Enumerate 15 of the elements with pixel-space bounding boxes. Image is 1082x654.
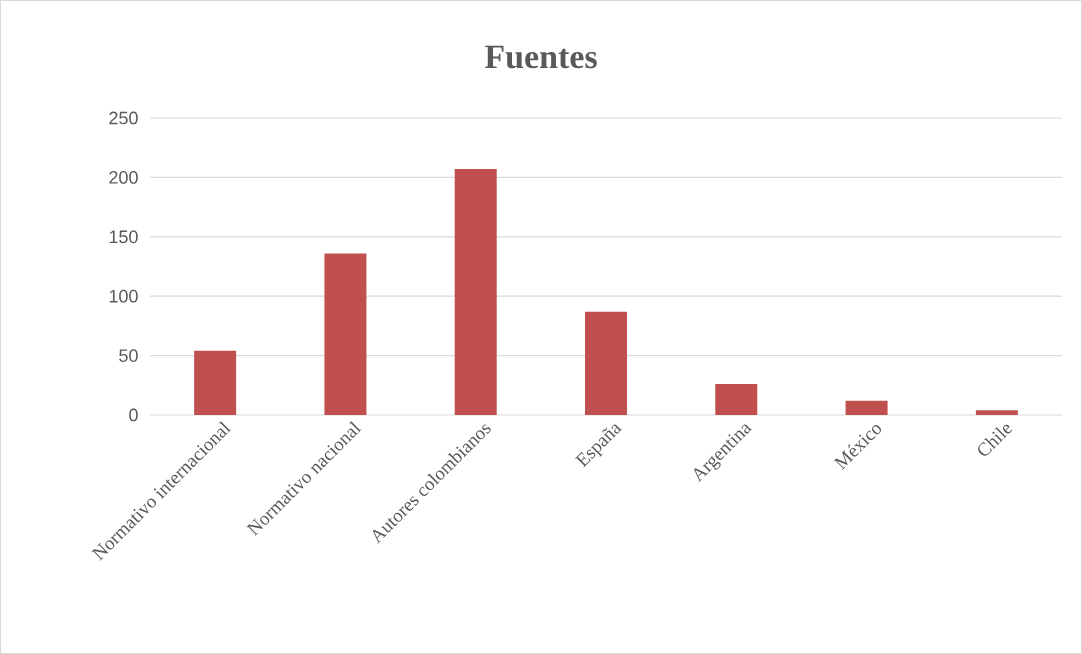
y-tick-label: 50 (119, 349, 138, 362)
bar (454, 169, 497, 415)
chart-title: Fuentes (484, 45, 597, 69)
y-tick-label: 100 (109, 289, 138, 303)
y-tick-label: 0 (129, 408, 138, 422)
bar (975, 410, 1018, 415)
bar (845, 400, 888, 415)
y-tick-label: 200 (109, 171, 138, 184)
y-tick-label: 250 (109, 111, 138, 125)
bar (715, 384, 758, 415)
bar (324, 253, 367, 415)
bar (194, 350, 237, 415)
x-tick-label: Chile (978, 424, 1013, 456)
y-tick-label: 150 (109, 230, 138, 244)
bar (585, 311, 627, 415)
